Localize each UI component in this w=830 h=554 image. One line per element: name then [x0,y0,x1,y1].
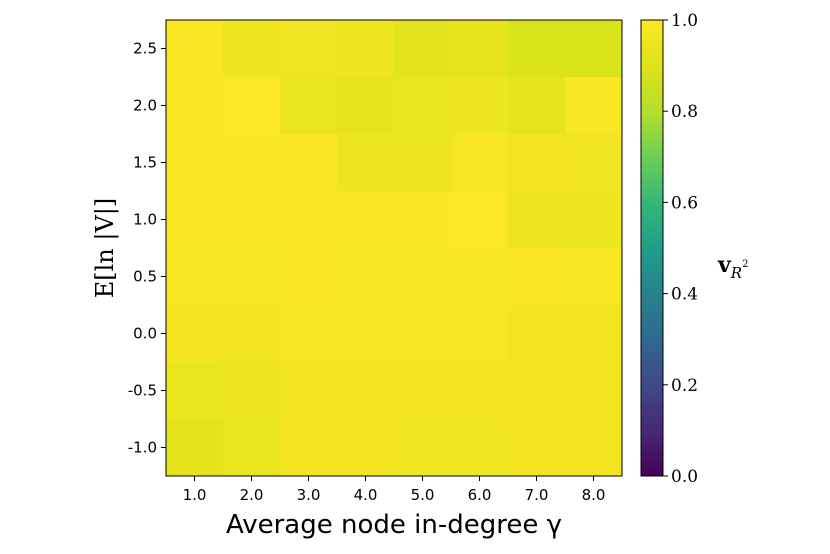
heatmap-cell [565,191,623,249]
x-tick-label: 5.0 [411,486,435,504]
y-tick-label: 2.5 [133,40,157,58]
y-axis-label: E[ln |V|] [91,198,120,299]
heatmap-cell [451,20,509,78]
colorbar-label: vR2 [717,252,748,282]
x-tick-label: 1.0 [183,486,207,504]
heatmap-cell [223,305,281,363]
heatmap-cell [337,77,395,135]
heatmap-cell [394,248,452,306]
heatmap-cell [565,77,623,135]
heatmap-cell [280,419,338,477]
heatmap-cell [451,419,509,477]
heatmap-cell [394,191,452,249]
heatmap-cell [508,134,566,192]
heatmap-cell [166,134,224,192]
heatmap-cell [223,20,281,78]
heatmap-cell [451,77,509,135]
colorbar-ticks: 0.0 0.2 0.4 0.6 0.8 1.0 [663,11,698,487]
colorbar-tick-label: 0.2 [671,376,698,396]
heatmap-cell [451,134,509,192]
heatmap-cell [337,191,395,249]
heatmap-cell [223,191,281,249]
y-tick-label: 0.5 [133,268,157,286]
colorbar-tick-label: 0.8 [671,102,698,122]
heatmap-cell [223,248,281,306]
y-tick-label: -0.5 [128,382,157,400]
colorbar-tick-label: 1.0 [671,11,698,31]
heatmap-cell [508,305,566,363]
heatmap-cell [394,134,452,192]
heatmap-cell [223,77,281,135]
heatmap-cell [280,305,338,363]
colorbar-tick-label: 0.6 [671,193,698,213]
y-tick-label: 1.0 [133,211,157,229]
heatmap-cell [280,134,338,192]
heatmap-cell [223,362,281,420]
heatmap-cell [508,20,566,78]
heatmap-cell [337,362,395,420]
heatmap-cell [394,362,452,420]
heatmap-cell [565,134,623,192]
x-tick-label: 3.0 [297,486,321,504]
x-tick-label: 8.0 [582,486,606,504]
heatmap-cell [451,362,509,420]
colorbar-tick-label: 0.4 [671,285,698,305]
heatmap-cell [337,248,395,306]
colorbar-label-sup: 2 [742,259,748,270]
colorbar [640,19,664,477]
heatmap-cell [166,248,224,306]
heatmap-cell [565,20,623,78]
heatmap-cell [508,419,566,477]
heatmap-cell [394,419,452,477]
x-tick-label: 6.0 [468,486,492,504]
heatmap-cell [508,362,566,420]
heatmap-cell [508,191,566,249]
colorbar-label-sub: R [730,264,742,282]
y-tick-label: 2.0 [133,97,157,115]
heatmap-cell [280,191,338,249]
heatmap-cell [166,362,224,420]
x-tick-label: 7.0 [525,486,549,504]
x-axis-label: Average node in-degree γ [226,510,562,540]
heatmap-cell [565,305,623,363]
heatmap-cell [166,191,224,249]
colorbar-label-main: v [717,252,732,278]
heatmap-cell [223,419,281,477]
heatmap-cell [565,248,623,306]
x-tick-label: 2.0 [240,486,264,504]
heatmap-cell [508,248,566,306]
heatmap-cell [337,134,395,192]
heatmap-cell [280,362,338,420]
heatmap-cell [451,248,509,306]
heatmap-cell [451,191,509,249]
y-axis-ticks: 2.5 2.0 1.5 1.0 0.5 0.0 -0.5 -1.0 [128,40,166,457]
heatmap-cell [394,77,452,135]
y-tick-label: 1.5 [133,154,157,172]
heatmap-cell [166,305,224,363]
heatmap-cell [394,305,452,363]
heatmap-cells [166,20,623,477]
heatmap-cell [508,77,566,135]
heatmap-cell [394,20,452,78]
heatmap-cell [451,305,509,363]
heatmap-cell [337,20,395,78]
heatmap-cell [166,419,224,477]
heatmap-cell [565,419,623,477]
heatmap-cell [280,20,338,78]
heatmap-cell [280,248,338,306]
y-tick-label: 0.0 [133,325,157,343]
heatmap-cell [565,362,623,420]
colorbar-tick-label: 0.0 [671,467,698,487]
heatmap-cell [223,134,281,192]
heatmap-cell [337,419,395,477]
heatmap-cell [337,305,395,363]
plot-frame [165,19,623,477]
heatmap-cell [280,77,338,135]
x-axis-ticks: 1.0 2.0 3.0 4.0 5.0 6.0 7.0 8.0 [183,476,606,504]
y-tick-label: -1.0 [128,439,157,457]
heatmap-cell [166,20,224,78]
heatmap-cell [166,77,224,135]
x-tick-label: 4.0 [354,486,378,504]
